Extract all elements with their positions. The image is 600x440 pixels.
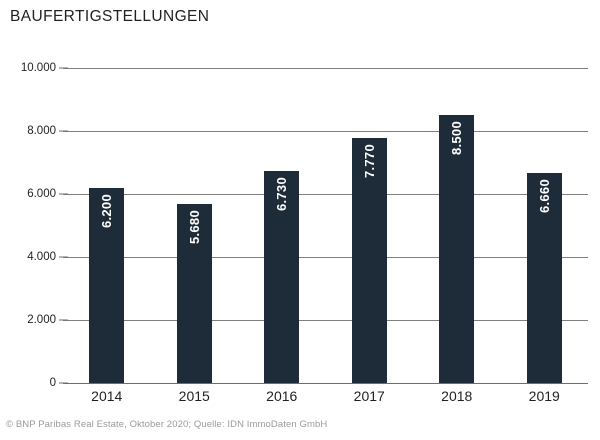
bar-value-label: 8.500 [449, 121, 465, 156]
y-axis-tick-mark [59, 130, 68, 132]
y-axis-tick-label: 2.000 [27, 314, 56, 326]
x-axis-tick-label: 2018 [441, 388, 473, 404]
gridline-4.000 [63, 257, 588, 258]
y-axis-tick-mark [59, 382, 68, 384]
y-axis-tick-label: 4.000 [27, 251, 56, 263]
chart-source-note: © BNP Paribas Real Estate, Oktober 2020;… [6, 419, 328, 430]
gridline-8.000 [63, 131, 588, 132]
y-axis-tick-label: 0 [49, 377, 56, 389]
bar-value-label: 6.200 [99, 193, 115, 228]
y-axis-tick-mark [59, 67, 68, 69]
bar-2016[interactable]: 6.730 [264, 171, 300, 383]
x-axis-tick-label: 2015 [178, 388, 210, 404]
y-axis: 0 2.000 4.000 6.000 8.000 10.000 [0, 62, 56, 389]
bar-value-label: 5.680 [186, 210, 202, 245]
y-axis-tick-label: 10.000 [20, 62, 56, 74]
x-axis-tick-label: 2014 [91, 388, 123, 404]
x-axis-tick-label: 2016 [266, 388, 298, 404]
gridline-2.000 [63, 320, 588, 321]
bar-value-label: 6.730 [274, 177, 290, 212]
bar-2017[interactable]: 7.770 [351, 138, 387, 383]
bar-2019[interactable]: 6.660 [526, 173, 562, 383]
gridline-0 [63, 383, 588, 384]
y-axis-tick-label: 8.000 [27, 125, 56, 137]
x-axis: 2014 2015 2016 2017 2018 2019 [63, 388, 588, 410]
chart-title: BAUFERTIGSTELLUNGEN [10, 8, 210, 25]
bar-2018[interactable]: 8.500 [439, 115, 475, 383]
gridline-6.000 [63, 194, 588, 195]
bar-value-label: 7.770 [361, 144, 377, 179]
y-axis-tick-mark [59, 319, 68, 321]
y-axis-tick-label: 6.000 [27, 188, 56, 200]
bar-2015[interactable]: 5.680 [176, 204, 212, 383]
bar-value-label: 6.660 [536, 179, 552, 214]
gridline-10.000 [63, 68, 588, 69]
y-axis-tick-mark [59, 193, 68, 195]
y-axis-tick-mark [59, 256, 68, 258]
bar-series: 6.200 5.680 6.730 7.770 8.500 6.660 [63, 68, 588, 383]
x-axis-tick-label: 2019 [528, 388, 560, 404]
x-axis-tick-label: 2017 [353, 388, 385, 404]
plot-area: 6.200 5.680 6.730 7.770 8.500 6.660 [63, 68, 588, 384]
bar-2014[interactable]: 6.200 [89, 187, 125, 383]
